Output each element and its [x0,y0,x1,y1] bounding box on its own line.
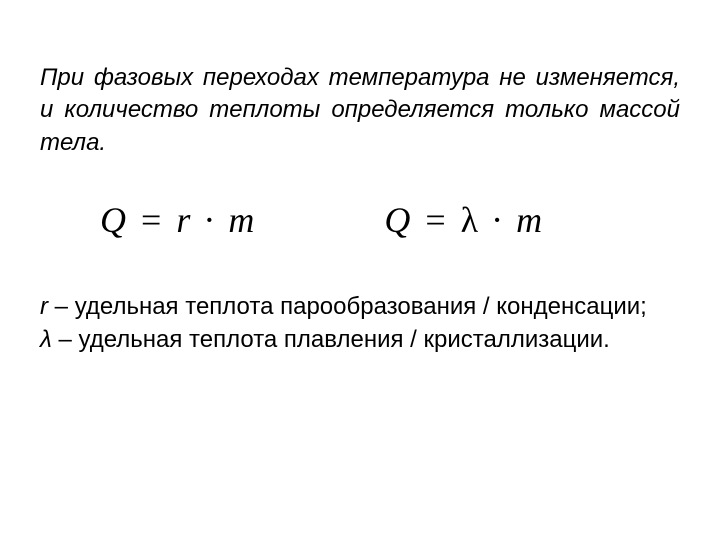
document-page: При фазовых переходах температура не изм… [0,0,720,540]
formula-melting: Q = λ · m [384,199,542,241]
formula-vaporization: Q = r · m [100,199,254,241]
symbol-Q: Q [384,200,410,240]
multiply-dot: · [487,200,507,240]
equals-sign: = [135,200,167,240]
formula-row: Q = r · m Q = λ · m [40,199,680,241]
definition-r-dash: – [48,293,75,320]
symbol-m: m [228,200,254,240]
symbol-Q: Q [100,200,126,240]
definition-r: r – удельная теплота парообразования / к… [40,291,680,323]
definition-lambda-text: удельная теплота плавления / кристаллиза… [79,326,610,353]
definition-r-text: удельная теплота парообразования / конде… [75,293,647,320]
symbol-m: m [516,200,542,240]
definition-r-symbol: r [40,293,48,320]
definitions-block: r – удельная теплота парообразования / к… [40,291,680,356]
definition-lambda: λ – удельная теплота плавления / кристал… [40,324,680,356]
symbol-r: r [176,200,190,240]
multiply-dot: · [199,200,219,240]
definition-lambda-symbol: λ [40,326,52,353]
symbol-lambda: λ [461,200,478,240]
intro-paragraph: При фазовых переходах температура не изм… [40,62,680,159]
equals-sign: = [419,200,451,240]
definition-lambda-dash: – [52,326,79,353]
